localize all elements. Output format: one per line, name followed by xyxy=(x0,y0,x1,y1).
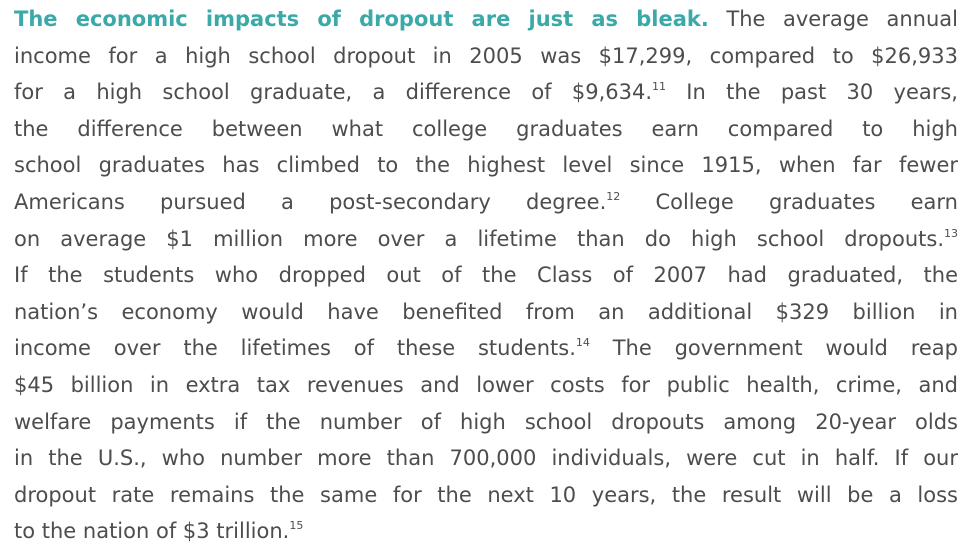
text-line: welfare payments if the number of high s… xyxy=(14,404,958,441)
body-text: College graduates earn xyxy=(620,189,958,214)
lead-sentence: The economic impacts of dropout are just… xyxy=(14,7,709,31)
body-text: $45 billion in extra tax revenues and lo… xyxy=(14,372,958,397)
body-text: nation’s economy would have benefited fr… xyxy=(14,299,958,324)
footnote-ref: 12 xyxy=(606,189,621,203)
text-line: in the U.S., who number more than 700,00… xyxy=(14,440,958,477)
paragraph: The economic impacts of dropout are just… xyxy=(14,1,958,550)
text-line: school graduates has climbed to the high… xyxy=(14,147,958,184)
body-text: school graduates has climbed to the high… xyxy=(14,153,958,178)
text-line: nation’s economy would have benefited fr… xyxy=(14,294,958,331)
text-line: Americans pursued a post-secondary degre… xyxy=(14,184,958,221)
text-line: for a high school graduate, a difference… xyxy=(14,74,958,111)
body-text: income over the lifetimes of these stude… xyxy=(14,336,576,361)
body-text: dropout rate remains the same for the ne… xyxy=(14,482,958,507)
text-line: to the nation of $3 trillion.15 xyxy=(14,513,958,550)
text-line: The economic impacts of dropout are just… xyxy=(14,1,958,38)
body-text: If the students who dropped out of the C… xyxy=(14,263,958,288)
body-text: the difference between what college grad… xyxy=(14,116,958,141)
footnote-ref: 11 xyxy=(652,80,667,94)
body-text: on average $1 million more over a lifeti… xyxy=(14,226,944,251)
body-text: The average annual xyxy=(708,7,958,31)
body-text: Americans pursued a post-secondary degre… xyxy=(14,189,607,214)
text-line: income over the lifetimes of these stude… xyxy=(14,330,958,367)
text-line: on average $1 million more over a lifeti… xyxy=(14,221,958,258)
footnote-ref: 14 xyxy=(575,336,590,350)
footnote-ref: 15 xyxy=(289,519,304,533)
body-text: for a high school graduate, a difference… xyxy=(14,80,653,105)
body-text: In the past 30 years, xyxy=(666,80,958,105)
text-line: dropout rate remains the same for the ne… xyxy=(14,477,958,514)
text-line: income for a high school dropout in 2005… xyxy=(14,38,958,75)
text-line: the difference between what college grad… xyxy=(14,111,958,148)
footnote-ref: 13 xyxy=(944,226,958,240)
body-text: to the nation of $3 trillion. xyxy=(14,519,290,544)
body-text: welfare payments if the number of high s… xyxy=(14,409,958,434)
body-text: in the U.S., who number more than 700,00… xyxy=(14,446,958,471)
body-text: The government would reap xyxy=(589,336,958,361)
body-text: income for a high school dropout in 2005… xyxy=(14,43,958,68)
text-line: If the students who dropped out of the C… xyxy=(14,257,958,294)
text-line: $45 billion in extra tax revenues and lo… xyxy=(14,367,958,404)
